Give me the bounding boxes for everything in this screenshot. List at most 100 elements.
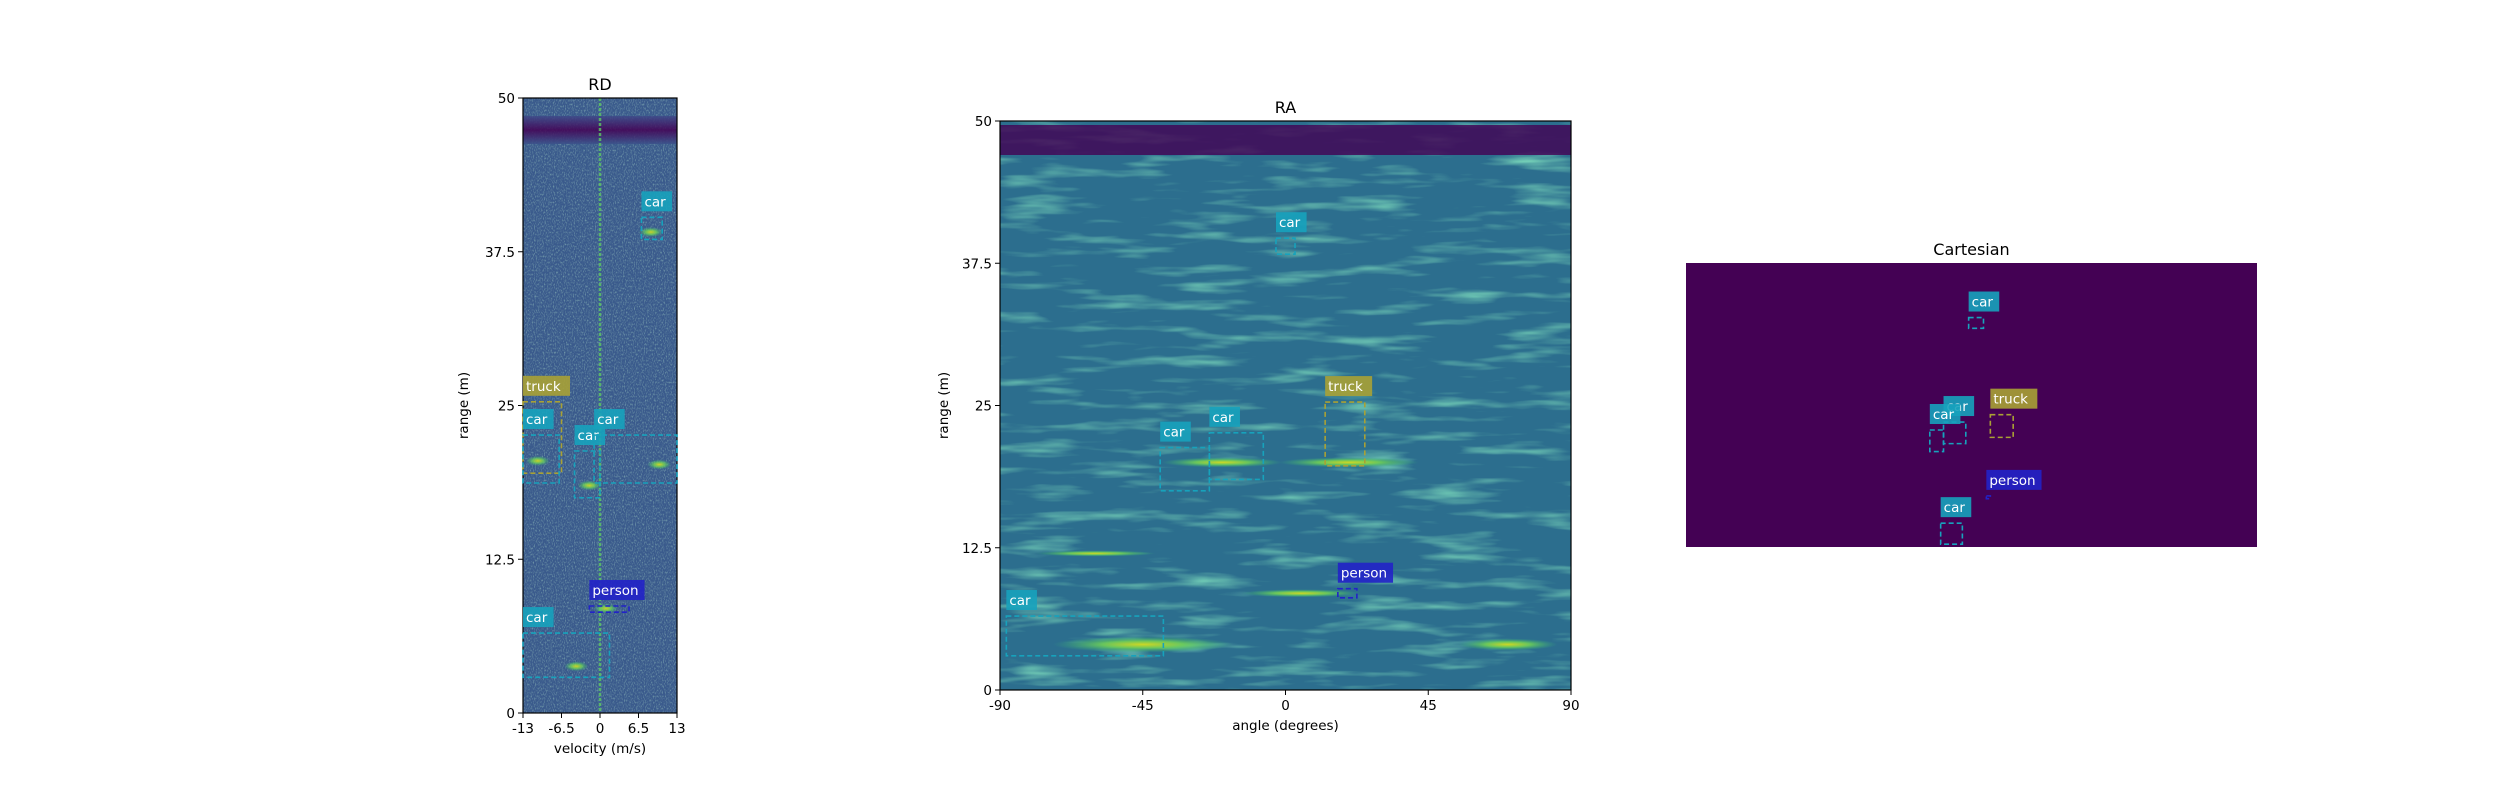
ra-ytick-label: 37.5 — [962, 256, 992, 272]
ra-detection-car: car — [1275, 212, 1307, 255]
rd-ytick-label: 0 — [506, 706, 515, 722]
ra-detection-truck: truck — [1324, 376, 1373, 467]
rd-hotspot — [525, 455, 550, 466]
cartesian-detection-car: car — [1939, 497, 1972, 545]
ra-xtick-label: 0 — [1281, 698, 1290, 714]
ra-detection-label-bg — [1209, 406, 1240, 427]
ra-heatmap-top-band — [1000, 125, 1571, 155]
ra-hotspot — [1457, 638, 1558, 651]
ra-detection-label: car — [1163, 425, 1185, 441]
rd-hotspot — [564, 661, 589, 672]
ra-detection-label-bg — [1337, 562, 1394, 583]
rd-detection-box — [640, 216, 663, 241]
ra-xtick-label: -90 — [989, 698, 1011, 714]
ra-ytick-label: 25 — [975, 399, 992, 415]
ra-detection-label: car — [1279, 215, 1301, 231]
rd-detection-label: car — [644, 194, 666, 210]
rd-detection-label: person — [592, 583, 638, 599]
cartesian-detection-label: car — [1944, 500, 1966, 516]
cartesian-detection-car: car — [1929, 403, 1961, 453]
ra-heatmap-texture — [1000, 121, 1571, 690]
ra-detection-label: car — [1009, 593, 1031, 609]
ra-detection-box — [1005, 615, 1165, 657]
rd-detection-label-bg — [574, 425, 606, 446]
rd-xtick-label: -6.5 — [548, 721, 574, 737]
ra-detection-car: car — [1208, 406, 1265, 481]
rd-detection-label: truck — [526, 379, 561, 395]
rd-title: RD — [588, 75, 611, 94]
rd-ylabel: range (m) — [456, 372, 472, 439]
ra-ylabel: range (m) — [936, 372, 952, 439]
ra-hotspot — [1162, 457, 1283, 468]
cartesian-detection-label-bg — [1929, 403, 1961, 424]
ra-detection-car: car — [1005, 590, 1165, 657]
ra-detection-label-bg — [1325, 376, 1373, 397]
cartesian-detection-label: person — [1989, 473, 2035, 489]
cartesian-detection-box — [1985, 495, 1992, 500]
ra-detection-box — [1208, 432, 1265, 481]
rd-detection-car: car — [522, 409, 560, 484]
rd-hotspot — [638, 227, 663, 238]
ra-ytick-label: 0 — [983, 683, 992, 699]
rd-detection-box — [522, 434, 560, 484]
rd-detection-car: car — [573, 425, 606, 499]
rd-detection-box — [593, 434, 678, 484]
ra-ytick-label: 12.5 — [962, 541, 992, 557]
cartesian-detection-box — [1967, 316, 1985, 330]
rd-xlabel: velocity (m/s) — [554, 741, 646, 757]
ra-detection-box — [1159, 446, 1211, 492]
ra-detection-label-bg — [1275, 212, 1307, 233]
ra-ytick-label: 50 — [975, 114, 992, 130]
rd-detection-truck: truck — [522, 375, 570, 474]
rd-detection-label: car — [578, 428, 600, 444]
rd-ytick-label: 37.5 — [485, 245, 515, 261]
cartesian-detection-label: truck — [1993, 392, 2028, 408]
ra-hotspot — [1052, 636, 1233, 653]
ra-detection-label: person — [1341, 566, 1387, 582]
ra-hotspot — [1241, 589, 1362, 598]
cartesian-detection-car: car — [1967, 291, 2000, 330]
cartesian-detection-label-bg — [1990, 388, 2038, 409]
rd-ytick-label: 12.5 — [485, 552, 515, 568]
rd-detection-car: car — [522, 607, 611, 679]
cartesian-detection-person: person — [1985, 469, 2042, 500]
rd-detection-box — [522, 632, 611, 679]
rd-detection-label-bg — [523, 607, 554, 628]
ra-xlabel: angle (degrees) — [1232, 718, 1339, 734]
rd-detection-label-bg — [594, 409, 625, 430]
ra-detection-car: car — [1159, 421, 1211, 492]
ra-detection-box — [1337, 587, 1358, 599]
rd-ytick-label: 50 — [498, 91, 515, 107]
ra-hotspot — [1035, 550, 1156, 557]
rd-detection-label: car — [526, 412, 548, 428]
rd-detection-label-bg — [641, 191, 673, 212]
rd-hotspot — [647, 459, 672, 470]
rd-chart: -13 -6.5 0 6.5 13 0 12.5 25 37.5 50 velocity (m/s)… — [456, 75, 686, 757]
rd-detection-box — [522, 401, 563, 474]
rd-detection-label-bg — [589, 579, 645, 600]
rd-detection-label-bg — [523, 409, 554, 430]
ra-hotspot — [1278, 457, 1419, 468]
ra-detection-person: person — [1337, 562, 1394, 599]
rd-detection-person: person — [588, 579, 645, 613]
rd-xtick-label: 13 — [668, 721, 685, 737]
cartesian-detection-box — [1989, 413, 2014, 439]
cartesian-title: Cartesian — [1933, 240, 2009, 259]
ra-chart: -90 -45 0 45 90 0 12.5 25 37.5 50 angle (degrees) r… — [936, 98, 1580, 734]
rd-detection-car: car — [640, 191, 673, 241]
rd-detection-car: car — [593, 409, 678, 484]
rd-detection-label-bg — [523, 375, 570, 396]
ra-detection-label: truck — [1328, 379, 1363, 395]
rd-ytick-label: 25 — [498, 399, 515, 415]
rd-detection-label: car — [597, 412, 619, 428]
ra-xtick-label: -45 — [1132, 698, 1154, 714]
ra-title: RA — [1275, 98, 1296, 117]
cartesian-detection-box — [1939, 522, 1964, 545]
rd-xtick-label: 0 — [596, 721, 605, 737]
cartesian-chart: Cartesiancartruckcarcarpersoncar — [1686, 240, 2257, 547]
cartesian-detection-label-bg — [1968, 291, 2000, 312]
ra-detection-box — [1324, 401, 1366, 467]
rd-xtick-label: -13 — [512, 721, 534, 737]
cartesian-detection-truck: truck — [1989, 388, 2038, 439]
